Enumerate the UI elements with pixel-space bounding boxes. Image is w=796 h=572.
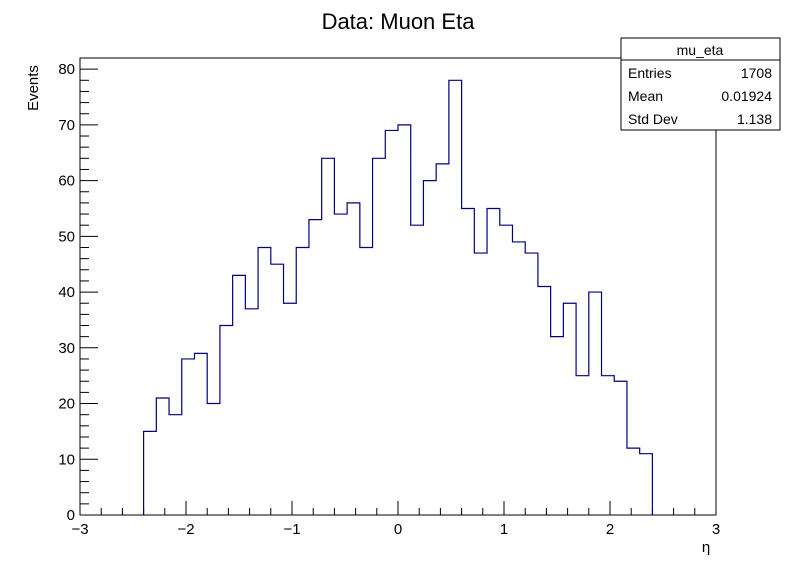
stats-entries-value: 1708: [741, 65, 772, 81]
y-axis-label: Events: [25, 65, 42, 111]
stats-box: mu_eta Entries 1708 Mean 0.01924 Std Dev…: [620, 37, 781, 131]
stats-entries-label: Entries: [628, 65, 672, 81]
x-axis-label: η: [702, 539, 710, 556]
x-tick-label: 3: [712, 521, 720, 538]
y-axis: 0 10 20 30 40 50 60 70 80: [58, 57, 98, 524]
x-tick-label: −2: [177, 521, 194, 538]
y-tick-label: 0: [67, 507, 75, 524]
x-tick-label: −3: [71, 521, 88, 538]
y-tick-label: 40: [58, 284, 75, 301]
x-tick-label: 1: [500, 521, 508, 538]
stats-stddev-label: Std Dev: [628, 111, 678, 127]
y-tick-label: 30: [58, 340, 75, 357]
stats-mean-label: Mean: [628, 88, 663, 104]
y-tick-label: 20: [58, 396, 75, 413]
y-tick-label: 10: [58, 451, 75, 468]
x-axis: −3 −2 −1 0 1 2 3: [71, 501, 720, 538]
y-tick-label: 80: [58, 61, 75, 78]
x-tick-label: 0: [394, 521, 402, 538]
y-tick-label: 70: [58, 117, 75, 134]
stats-box-name: mu_eta: [677, 42, 724, 58]
y-tick-label: 50: [58, 228, 75, 245]
x-tick-label: 2: [606, 521, 614, 538]
stats-stddev-value: 1.138: [737, 111, 772, 127]
chart-title: Data: Muon Eta: [322, 9, 476, 34]
stats-mean-value: 0.01924: [721, 88, 772, 104]
stats-box-frame: [620, 37, 781, 131]
x-tick-label: −1: [283, 521, 300, 538]
y-tick-label: 60: [58, 173, 75, 190]
histogram-outline: [143, 79, 653, 515]
